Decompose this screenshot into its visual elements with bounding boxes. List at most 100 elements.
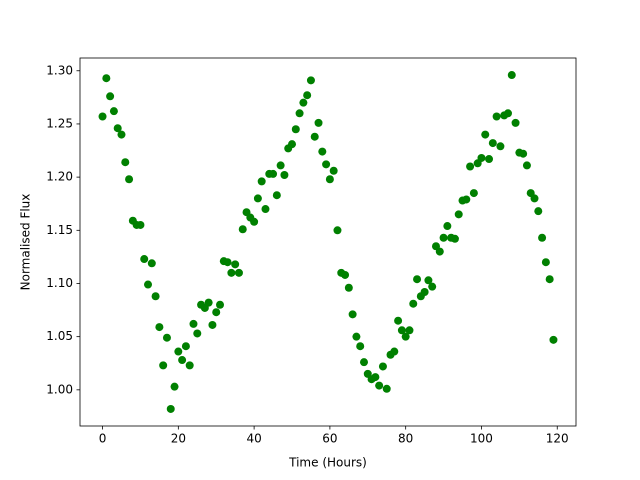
- data-point: [428, 282, 437, 291]
- x-tick-label: 80: [398, 432, 413, 446]
- data-point: [231, 260, 240, 269]
- data-point: [371, 373, 380, 382]
- data-point: [261, 205, 270, 214]
- data-point: [253, 194, 262, 203]
- data-point: [466, 162, 475, 171]
- data-point: [329, 166, 338, 175]
- x-tick-label: 60: [322, 432, 337, 446]
- data-point: [477, 153, 486, 162]
- data-point: [496, 142, 505, 151]
- data-point: [545, 275, 554, 284]
- data-point: [306, 76, 315, 85]
- data-point: [382, 384, 391, 393]
- y-tick-label: 1.25: [46, 116, 73, 130]
- data-point: [280, 170, 289, 179]
- data-point: [462, 195, 471, 204]
- data-point: [549, 335, 558, 344]
- data-point: [125, 175, 134, 184]
- data-point: [325, 175, 334, 184]
- data-point: [272, 191, 281, 200]
- data-point: [314, 118, 323, 127]
- x-tick-label: 120: [546, 432, 569, 446]
- data-point: [109, 107, 118, 116]
- data-point: [140, 255, 149, 264]
- data-point: [257, 177, 266, 186]
- data-point: [155, 323, 164, 332]
- y-tick-label: 1.20: [46, 170, 73, 184]
- data-point: [170, 382, 179, 391]
- data-point: [162, 333, 171, 342]
- data-point: [227, 268, 236, 277]
- data-point: [208, 320, 217, 329]
- data-point: [397, 326, 406, 335]
- data-point: [394, 316, 403, 325]
- data-point: [390, 347, 399, 356]
- data-point: [174, 347, 183, 356]
- y-axis-label: Normalised Flux: [19, 194, 33, 291]
- data-point: [113, 124, 122, 133]
- data-point: [344, 283, 353, 292]
- data-point: [295, 109, 304, 118]
- data-point: [405, 326, 414, 335]
- y-tick-label: 1.30: [46, 63, 73, 77]
- data-point: [121, 158, 130, 167]
- x-axis-label: Time (Hours): [288, 456, 367, 470]
- x-tick-label: 0: [99, 432, 107, 446]
- data-point: [310, 132, 319, 141]
- data-point: [216, 300, 225, 309]
- data-point: [488, 139, 497, 148]
- x-tick-label: 100: [470, 432, 493, 446]
- data-point: [450, 234, 459, 243]
- data-point: [178, 356, 187, 365]
- data-point: [181, 342, 190, 351]
- data-point: [359, 358, 368, 367]
- data-point: [136, 220, 145, 229]
- data-point: [375, 381, 384, 390]
- data-point: [492, 112, 501, 121]
- data-point: [541, 258, 550, 267]
- data-point: [507, 71, 516, 80]
- data-point: [151, 292, 160, 301]
- data-point: [485, 155, 494, 164]
- data-point: [409, 299, 418, 308]
- y-tick-label: 1.00: [46, 382, 73, 396]
- data-point: [303, 91, 312, 100]
- data-point: [238, 225, 247, 234]
- data-point: [185, 361, 194, 370]
- data-point: [469, 189, 478, 198]
- data-point: [443, 222, 452, 231]
- data-point: [522, 161, 531, 170]
- data-point: [234, 268, 243, 277]
- data-point: [348, 310, 357, 319]
- data-point: [102, 74, 111, 83]
- data-point: [333, 226, 342, 235]
- data-point: [204, 298, 213, 307]
- data-point: [269, 169, 278, 178]
- data-point: [223, 258, 232, 267]
- data-point: [534, 207, 543, 216]
- data-point: [378, 362, 387, 371]
- data-point: [413, 275, 422, 284]
- data-point: [276, 161, 285, 170]
- data-point: [250, 217, 259, 226]
- data-point: [511, 118, 520, 127]
- data-point: [424, 276, 433, 285]
- data-point: [503, 109, 512, 118]
- data-point: [288, 140, 297, 149]
- data-point: [106, 92, 115, 101]
- plot-frame: [79, 57, 577, 427]
- data-point: [352, 332, 361, 341]
- data-point: [98, 112, 107, 121]
- data-point: [420, 287, 429, 296]
- data-point: [356, 342, 365, 351]
- y-tick-label: 1.10: [46, 276, 73, 290]
- data-point: [144, 280, 153, 289]
- y-tick-label: 1.05: [46, 329, 73, 343]
- data-point: [454, 210, 463, 219]
- data-point: [159, 361, 168, 370]
- data-point: [318, 147, 327, 156]
- data-point: [212, 308, 221, 317]
- data-point: [435, 247, 444, 256]
- data-point: [299, 98, 308, 107]
